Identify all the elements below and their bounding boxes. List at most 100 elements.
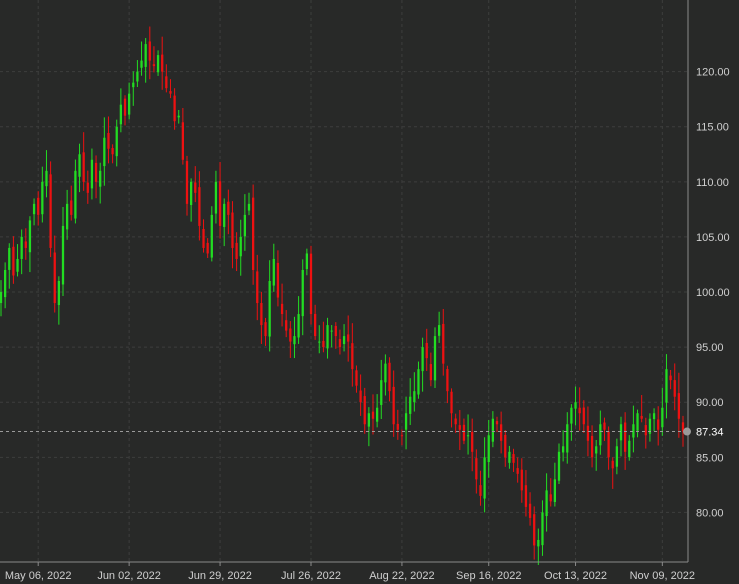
candle	[78, 143, 81, 193]
candle	[103, 117, 106, 186]
candle	[8, 243, 11, 289]
candle-body	[276, 262, 280, 298]
candle-body	[359, 390, 362, 403]
candle-body	[400, 435, 404, 437]
candle	[516, 457, 519, 483]
candle-body	[70, 200, 73, 215]
candle-body	[285, 320, 288, 331]
candle-body	[202, 228, 205, 248]
candle-body	[140, 60, 143, 68]
candle	[177, 109, 180, 124]
y-tick-label: 110.00	[696, 177, 729, 189]
y-tick-label: 115.00	[696, 122, 729, 134]
candle-body	[20, 236, 23, 259]
candle-body	[483, 457, 486, 499]
candle-body	[661, 407, 664, 428]
candle	[450, 388, 453, 428]
candle	[74, 159, 77, 224]
candle-body	[198, 187, 201, 226]
candle-body	[632, 424, 635, 438]
candle	[123, 95, 127, 126]
candle-body	[425, 342, 428, 359]
candle-body	[454, 418, 457, 425]
candle-body	[603, 422, 606, 430]
y-tick-label: 80.00	[696, 507, 724, 519]
candle-body	[665, 369, 668, 403]
candle-body	[652, 413, 656, 420]
candle	[115, 119, 118, 167]
candle	[429, 352, 433, 387]
candle-body	[491, 418, 495, 442]
candle-body	[86, 182, 89, 193]
candle	[669, 369, 672, 390]
candle	[388, 357, 391, 402]
candle-body	[499, 424, 503, 441]
candle-body	[487, 435, 490, 463]
y-tick-label: 90.00	[696, 397, 724, 409]
candle-body	[512, 454, 515, 463]
candle-body	[640, 415, 643, 419]
candle-body	[297, 314, 300, 338]
candle	[528, 492, 532, 526]
candle-body	[479, 485, 482, 496]
candle	[334, 322, 337, 349]
candle-body	[301, 269, 304, 317]
candle-body	[442, 323, 445, 364]
candle-body	[194, 182, 197, 193]
candle-body	[458, 425, 461, 430]
candle	[268, 260, 271, 352]
candle-body	[388, 362, 391, 392]
candle	[111, 144, 114, 164]
candle	[148, 26, 151, 80]
candle-body	[322, 340, 325, 348]
candle	[3, 262, 7, 309]
candle	[57, 276, 61, 325]
candle	[70, 185, 73, 221]
candle-body	[256, 271, 259, 304]
candle-body	[561, 446, 565, 453]
candle	[409, 378, 412, 425]
candle	[611, 457, 614, 489]
candle-body	[615, 446, 619, 467]
candle-body	[280, 303, 284, 315]
candle	[545, 473, 548, 532]
candle-body	[3, 269, 7, 298]
candle	[318, 325, 321, 354]
candle-body	[330, 330, 333, 332]
candle	[632, 405, 635, 453]
candle-body	[574, 402, 577, 409]
candle	[53, 235, 56, 313]
candle	[384, 354, 387, 396]
candle	[520, 458, 523, 503]
candle	[355, 365, 358, 393]
candle-body	[599, 424, 602, 446]
candle-body	[32, 203, 36, 215]
candle	[347, 315, 350, 362]
candle	[578, 387, 581, 431]
candle-body	[471, 431, 474, 452]
candle	[537, 528, 540, 565]
candle	[458, 410, 461, 451]
candle	[446, 365, 449, 404]
y-tick-label: 100.00	[696, 287, 730, 299]
x-tick-label: Sep 16, 2022	[456, 570, 521, 582]
candle-body	[49, 174, 52, 248]
candle	[243, 194, 247, 251]
candle	[20, 229, 23, 275]
candle	[652, 408, 656, 432]
candle	[619, 416, 623, 457]
candle-body	[657, 419, 660, 430]
candle-body	[338, 339, 342, 348]
candle-body	[235, 242, 238, 259]
candle	[185, 155, 189, 216]
candle	[491, 411, 495, 448]
candle-body	[53, 252, 56, 304]
candle	[285, 310, 288, 338]
candle-body	[404, 413, 408, 430]
candle-body	[495, 421, 499, 425]
candle	[107, 116, 110, 164]
candle	[595, 439, 598, 471]
